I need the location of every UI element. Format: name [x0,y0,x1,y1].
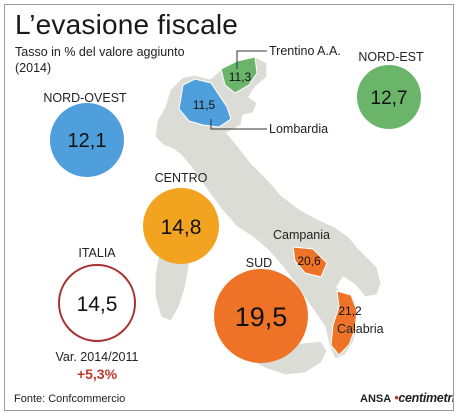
brand-centimetri: •centimetri [394,391,454,405]
sud-value: 19,5 [235,302,288,332]
trentino-region [220,56,258,94]
lombardia-leader [210,119,267,130]
calabria-label: Calabria [337,322,384,336]
campania-value: 20,6 [297,254,321,268]
sud-label: SUD [246,256,272,270]
brand-logo: ANSA •centimetri [360,391,454,405]
infographic-frame: L’evasione fiscale Tasso in % del valore… [4,4,454,411]
chart-subtitle: Tasso in % del valore aggiunto [15,45,185,59]
lombardia-region [178,78,232,128]
trentino-value: 11,3 [229,70,252,84]
brand-ansa: ANSA [360,393,392,405]
nord-ovest-value: 12,1 [68,130,107,152]
campania-label: Campania [273,228,330,242]
nord-est-bubble [357,65,421,129]
nord-ovest-bubble [50,103,124,177]
variation-value: +5,3% [77,366,118,382]
nord-est-label: NORD-EST [358,50,424,64]
leader-lines [210,50,267,130]
centro-value: 14,8 [161,216,202,239]
italy-mainland-shape [154,56,382,360]
trentino-leader [236,50,267,69]
nord-est-value: 12,7 [371,88,408,109]
chart-title: L’evasione fiscale [15,9,239,40]
brand-name-mid: entimetri [404,391,454,405]
trentino-label: Trentino A.A. [269,44,341,58]
lombardia-value: 11,5 [193,98,216,112]
centro-bubble [143,188,219,264]
italia-label: ITALIA [78,246,116,260]
italia-ring [58,264,136,342]
nord-ovest-label: NORD-OVEST [43,91,127,105]
variation-label: Var. 2014/2011 [56,350,139,364]
sud-bubble [214,269,308,363]
italy-map-chart: NORD-OVEST 12,1 NORD-EST 12,7 CENTRO 14,… [43,44,424,382]
calabria-region [330,290,358,356]
brand-accent: • [394,391,399,405]
campania-region [292,246,328,278]
brand-name-pre: c [398,391,405,405]
calabria-value: 21,2 [338,304,362,318]
italia-value: 14,5 [77,293,118,316]
source-note: Fonte: Confcommercio [14,393,126,405]
lombardia-label: Lombardia [269,122,328,136]
centro-label: CENTRO [155,171,208,185]
chart-year: (2014) [15,61,52,75]
